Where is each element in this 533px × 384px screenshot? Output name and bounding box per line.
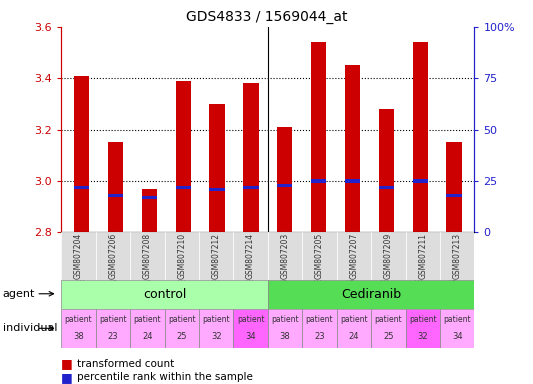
Bar (345, 179, 360, 182)
Text: GSM807214: GSM807214 (246, 233, 255, 280)
FancyBboxPatch shape (337, 309, 371, 348)
Text: 38: 38 (73, 332, 84, 341)
Text: 32: 32 (417, 332, 428, 341)
FancyBboxPatch shape (268, 309, 302, 348)
Text: GSM807207: GSM807207 (350, 233, 358, 280)
Bar (447, 142, 462, 232)
Text: 24: 24 (142, 332, 152, 341)
Text: Cediranib: Cediranib (341, 288, 401, 301)
Text: patient: patient (375, 315, 402, 324)
FancyBboxPatch shape (440, 309, 474, 348)
Text: percentile rank within the sample: percentile rank within the sample (77, 372, 253, 382)
Text: individual: individual (3, 323, 57, 333)
Text: 34: 34 (452, 332, 463, 341)
Bar (74, 185, 89, 189)
Text: 38: 38 (280, 332, 290, 341)
Text: GSM807204: GSM807204 (74, 233, 83, 280)
Text: control: control (143, 288, 186, 301)
Bar (379, 185, 394, 189)
Text: 32: 32 (211, 332, 222, 341)
Text: 24: 24 (349, 332, 359, 341)
FancyBboxPatch shape (165, 232, 199, 280)
Text: patient: patient (409, 315, 437, 324)
Bar (311, 42, 326, 232)
Bar (413, 42, 428, 232)
Bar (108, 194, 123, 197)
Text: GSM807209: GSM807209 (384, 233, 393, 280)
FancyBboxPatch shape (268, 232, 302, 280)
Bar (243, 83, 259, 232)
Bar (142, 189, 157, 232)
Text: patient: patient (271, 315, 299, 324)
Bar (243, 185, 259, 189)
Text: GSM807208: GSM807208 (143, 233, 152, 280)
Text: GSM807212: GSM807212 (212, 233, 221, 279)
FancyBboxPatch shape (302, 309, 337, 348)
FancyBboxPatch shape (233, 232, 268, 280)
Text: patient: patient (64, 315, 92, 324)
Text: 25: 25 (383, 332, 393, 341)
FancyBboxPatch shape (199, 232, 233, 280)
FancyBboxPatch shape (406, 309, 440, 348)
Bar (447, 194, 462, 197)
Text: GSM807210: GSM807210 (177, 233, 186, 280)
Bar (108, 142, 123, 232)
Text: patient: patient (203, 315, 230, 324)
Text: 23: 23 (108, 332, 118, 341)
Text: patient: patient (305, 315, 333, 324)
Text: GSM807213: GSM807213 (453, 233, 462, 280)
FancyBboxPatch shape (337, 232, 371, 280)
Bar (175, 185, 191, 189)
Bar (413, 179, 428, 182)
Bar (209, 188, 225, 191)
FancyBboxPatch shape (371, 309, 406, 348)
FancyBboxPatch shape (302, 232, 337, 280)
Bar (175, 81, 191, 232)
Text: GDS4833 / 1569044_at: GDS4833 / 1569044_at (185, 10, 348, 23)
Text: GSM807203: GSM807203 (280, 233, 289, 280)
FancyBboxPatch shape (371, 232, 406, 280)
Text: patient: patient (134, 315, 161, 324)
Bar (345, 65, 360, 232)
Text: GSM807205: GSM807205 (315, 233, 324, 280)
FancyBboxPatch shape (233, 309, 268, 348)
Bar (311, 179, 326, 182)
Text: 23: 23 (314, 332, 325, 341)
Text: ■: ■ (61, 371, 73, 384)
FancyBboxPatch shape (199, 309, 233, 348)
Text: 34: 34 (245, 332, 256, 341)
Text: ■: ■ (61, 358, 73, 371)
Text: patient: patient (237, 315, 264, 324)
FancyBboxPatch shape (130, 232, 165, 280)
Bar (209, 104, 225, 232)
Bar (277, 184, 293, 187)
Bar (74, 76, 89, 232)
Text: patient: patient (168, 315, 196, 324)
Text: 25: 25 (176, 332, 187, 341)
FancyBboxPatch shape (96, 309, 130, 348)
Bar (379, 109, 394, 232)
FancyBboxPatch shape (96, 232, 130, 280)
Bar (142, 196, 157, 199)
FancyBboxPatch shape (406, 232, 440, 280)
Text: patient: patient (340, 315, 368, 324)
Text: patient: patient (443, 315, 471, 324)
FancyBboxPatch shape (130, 309, 165, 348)
FancyBboxPatch shape (165, 309, 199, 348)
Text: agent: agent (3, 289, 35, 299)
Text: GSM807206: GSM807206 (108, 233, 117, 280)
Text: GSM807211: GSM807211 (418, 233, 427, 279)
FancyBboxPatch shape (268, 280, 474, 309)
FancyBboxPatch shape (61, 309, 96, 348)
FancyBboxPatch shape (440, 232, 474, 280)
FancyBboxPatch shape (61, 232, 96, 280)
Text: transformed count: transformed count (77, 359, 174, 369)
Bar (277, 127, 293, 232)
Text: patient: patient (99, 315, 127, 324)
FancyBboxPatch shape (61, 280, 268, 309)
